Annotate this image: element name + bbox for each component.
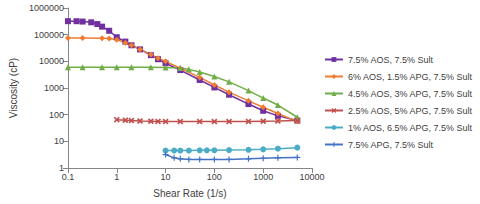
svg-text:6% AOS, 1.5% APG, 7.5% Sult: 6% AOS, 1.5% APG, 7.5% Sult (348, 72, 473, 82)
svg-text:Viscosity (cP): Viscosity (cP) (8, 58, 19, 118)
svg-text:10: 10 (161, 172, 171, 182)
svg-text:100: 100 (207, 172, 222, 182)
svg-text:1: 1 (114, 172, 119, 182)
svg-text:10: 10 (54, 136, 64, 146)
svg-text:10000: 10000 (299, 172, 324, 182)
svg-text:2.5% AOS, 5% APG, 7.5% Sult: 2.5% AOS, 5% APG, 7.5% Sult (348, 106, 473, 116)
svg-text:1000: 1000 (253, 172, 273, 182)
svg-text:10000: 10000 (39, 56, 64, 66)
svg-text:1000000: 1000000 (29, 3, 64, 13)
svg-text:4.5% AOS, 3% APG, 7.5% Sult: 4.5% AOS, 3% APG, 7.5% Sult (348, 89, 473, 99)
svg-text:1: 1 (58, 163, 64, 173)
svg-text:7.5% AOS, 7.5% Sult: 7.5% AOS, 7.5% Sult (348, 55, 434, 65)
svg-text:0.1: 0.1 (62, 172, 75, 182)
svg-text:7.5% APG, 7.5% Sult: 7.5% APG, 7.5% Sult (348, 140, 434, 150)
svg-text:100: 100 (49, 110, 64, 120)
svg-text:100000: 100000 (34, 30, 64, 40)
svg-text:1% AOS, 6.5% APG, 7.5% Sult: 1% AOS, 6.5% APG, 7.5% Sult (348, 123, 473, 133)
svg-text:Shear Rate (1/s): Shear Rate (1/s) (153, 188, 226, 199)
svg-text:1000: 1000 (44, 83, 64, 93)
